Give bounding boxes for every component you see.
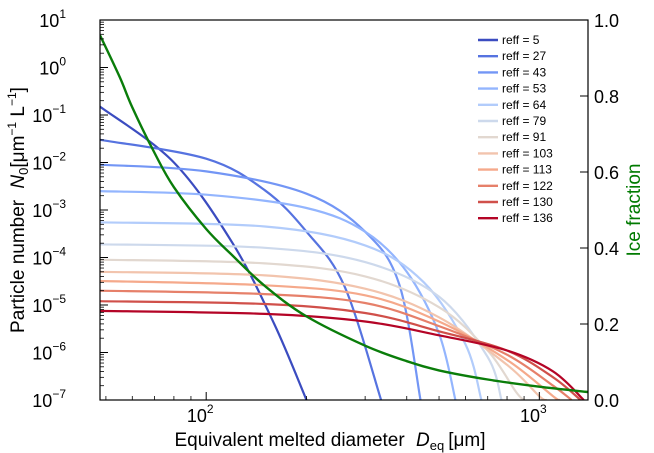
- series-line-reff-103: [100, 270, 547, 400]
- series-layer: [100, 34, 588, 400]
- legend-label: reff = 122: [502, 179, 553, 193]
- y2-tick-label: 0.6: [594, 163, 619, 183]
- x-axis-unit: [μm]: [448, 430, 485, 451]
- legend-label: reff = 5: [502, 33, 540, 47]
- legend: reff = 5 reff = 27 reff = 43 reff = 53 reff …: [478, 33, 553, 225]
- legend-label: reff = 113: [502, 163, 552, 177]
- legend-label: reff = 91: [502, 130, 546, 144]
- legend-label: reff = 64: [502, 98, 546, 112]
- y-axis-symbol: N: [8, 175, 29, 189]
- y2-tick-label: 0.4: [594, 239, 619, 259]
- x-axis-title: Equivalent melted diameter Deq [μm]: [174, 430, 485, 453]
- legend-label: reff = 43: [502, 65, 546, 79]
- y-axis-unit-l: L: [8, 106, 29, 122]
- y-axis-label-text: Particle number: [8, 199, 29, 333]
- series-line-reff-136: [100, 309, 585, 400]
- legend-label: reff = 103: [502, 146, 553, 160]
- y2-tick-label: 1.0: [594, 11, 619, 31]
- y-tick-label: 101: [39, 7, 66, 31]
- series-line-reff-53: [100, 190, 457, 400]
- y-tick-label: 100: [39, 55, 66, 79]
- ticks-layer: 101 100 10−1 10−2 10−3 10−4 10−5 10−6 10−7 102 103…: [32, 7, 619, 426]
- y-tick-label: 10−5: [32, 292, 66, 316]
- x-tick-label: 103: [520, 402, 547, 426]
- x-tick-label: 102: [187, 402, 214, 426]
- legend-label: reff = 79: [502, 114, 546, 128]
- y-axis-unit-exp2: −1: [5, 92, 19, 106]
- series-line-reff-122: [100, 289, 573, 400]
- series-line-reff-27: [100, 138, 383, 400]
- x-axis-label-text: Equivalent melted diameter: [174, 430, 405, 451]
- y-tick-label: 10−7: [32, 387, 66, 411]
- y-tick-label: 10−6: [32, 340, 66, 364]
- y-tick-label: 10−2: [32, 150, 66, 174]
- y-axis-unit-close: ]: [8, 87, 29, 92]
- y2-tick-label: 0.2: [594, 315, 619, 335]
- legend-label: reff = 130: [502, 195, 553, 209]
- y-tick-label: 10−4: [32, 245, 66, 269]
- ice-fraction-line: [100, 34, 588, 394]
- series-line-reff-91: [100, 258, 525, 400]
- y-axis-unit-open: [μm: [8, 136, 29, 168]
- y2-tick-label: 0.8: [594, 87, 619, 107]
- y-axis-unit-exp1: −1: [5, 122, 19, 136]
- series-line-reff-79: [100, 243, 503, 400]
- series-line-reff-130: [100, 300, 582, 400]
- y-tick-label: 10−1: [32, 102, 66, 126]
- y2-axis-title: Ice fraction: [624, 164, 645, 257]
- y-tick-label: 10−3: [32, 197, 66, 221]
- series-line-reff-5: [100, 105, 308, 400]
- y-axis-title: Particle number N0[μm−1 L−1]: [5, 87, 31, 333]
- series-line-reff-113: [100, 279, 561, 400]
- legend-label: reff = 53: [502, 82, 546, 96]
- x-axis-subscript: eq: [430, 438, 444, 453]
- x-axis-symbol: D: [416, 430, 430, 451]
- legend-label: reff = 136: [502, 211, 553, 225]
- series-line-reff-64: [100, 221, 483, 400]
- legend-label: reff = 27: [502, 49, 546, 63]
- y2-tick-label: 0.0: [594, 391, 619, 411]
- y-axis-subscript: 0: [16, 168, 31, 175]
